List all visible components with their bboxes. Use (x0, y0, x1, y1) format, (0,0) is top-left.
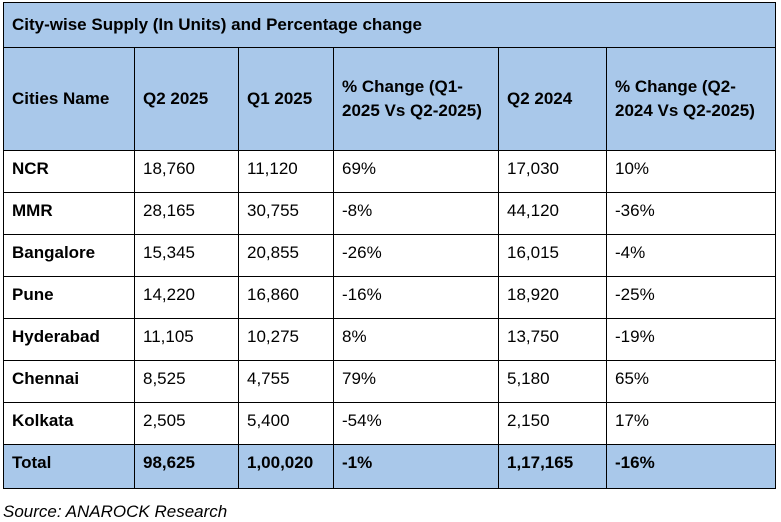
q2-2024-cell: 17,030 (498, 150, 607, 193)
source-note: Source: ANAROCK Research (3, 502, 228, 521)
table-row: Hyderabad 11,105 10,275 8% 13,750 -19% (3, 318, 777, 361)
supply-table-container: City-wise Supply (In Units) and Percenta… (2, 2, 777, 489)
change-yoy-cell: 10% (605, 150, 777, 193)
q2-2025-cell: 28,165 (134, 192, 239, 235)
total-row: Total 98,625 1,00,020 -1% 1,17,165 -16% (3, 444, 777, 489)
q1-2025-cell: 10,275 (238, 318, 334, 361)
q1-2025-cell: 5,400 (238, 402, 334, 445)
change-qoq-cell: -8% (333, 192, 499, 235)
city-cell: Chennai (3, 360, 135, 403)
header-row: Cities Name Q2 2025 Q1 2025 % Change (Q1… (3, 47, 777, 151)
total-label: Total (3, 444, 135, 489)
column-header-change-yoy: % Change (Q2-2024 Vs Q2-2025) (605, 47, 777, 151)
change-qoq-cell: -16% (333, 276, 499, 319)
q2-2024-cell: 18,920 (498, 276, 607, 319)
q1-2025-cell: 20,855 (238, 234, 334, 277)
q2-2025-cell: 18,760 (134, 150, 239, 193)
q2-2024-cell: 2,150 (498, 402, 607, 445)
q2-2025-cell: 15,345 (134, 234, 239, 277)
total-change-qoq: -1% (333, 444, 499, 489)
q2-2025-cell: 8,525 (134, 360, 239, 403)
q1-2025-cell: 4,755 (238, 360, 334, 403)
city-cell: NCR (3, 150, 135, 193)
total-q2-2024: 1,17,165 (498, 444, 607, 489)
change-qoq-cell: -26% (333, 234, 499, 277)
q1-2025-cell: 30,755 (238, 192, 334, 235)
change-yoy-cell: 65% (605, 360, 777, 403)
city-supply-table: City-wise Supply (In Units) and Percenta… (2, 2, 777, 489)
table-row: Bangalore 15,345 20,855 -26% 16,015 -4% (3, 234, 777, 277)
change-yoy-cell: -25% (605, 276, 777, 319)
q2-2025-cell: 14,220 (134, 276, 239, 319)
q2-2024-cell: 16,015 (498, 234, 607, 277)
city-cell: Bangalore (3, 234, 135, 277)
total-q1-2025: 1,00,020 (238, 444, 334, 489)
change-qoq-cell: 8% (333, 318, 499, 361)
q2-2025-cell: 2,505 (134, 402, 239, 445)
city-cell: Kolkata (3, 402, 135, 445)
column-header-q2-2024: Q2 2024 (498, 47, 607, 151)
city-cell: Hyderabad (3, 318, 135, 361)
change-yoy-cell: 17% (605, 402, 777, 445)
table-row: Chennai 8,525 4,755 79% 5,180 65% (3, 360, 777, 403)
q1-2025-cell: 11,120 (238, 150, 334, 193)
change-yoy-cell: -19% (605, 318, 777, 361)
change-yoy-cell: -4% (605, 234, 777, 277)
change-qoq-cell: 79% (333, 360, 499, 403)
q2-2024-cell: 44,120 (498, 192, 607, 235)
change-qoq-cell: -54% (333, 402, 499, 445)
table-row: MMR 28,165 30,755 -8% 44,120 -36% (3, 192, 777, 235)
q1-2025-cell: 16,860 (238, 276, 334, 319)
table-title: City-wise Supply (In Units) and Percenta… (2, 2, 777, 48)
change-yoy-cell: -36% (605, 192, 777, 235)
total-q2-2025: 98,625 (134, 444, 239, 489)
column-header-q1-2025: Q1 2025 (238, 47, 334, 151)
table-row: Kolkata 2,505 5,400 -54% 2,150 17% (3, 402, 777, 445)
q2-2024-cell: 5,180 (498, 360, 607, 403)
column-header-q2-2025: Q2 2025 (134, 47, 239, 151)
city-cell: MMR (3, 192, 135, 235)
city-cell: Pune (3, 276, 135, 319)
q2-2025-cell: 11,105 (134, 318, 239, 361)
table-row: Pune 14,220 16,860 -16% 18,920 -25% (3, 276, 777, 319)
total-change-yoy: -16% (605, 444, 777, 489)
change-qoq-cell: 69% (333, 150, 499, 193)
column-header-change-q1-q2: % Change (Q1-2025 Vs Q2-2025) (333, 47, 499, 151)
q2-2024-cell: 13,750 (498, 318, 607, 361)
column-header-cities: Cities Name (3, 47, 135, 151)
table-row: NCR 18,760 11,120 69% 17,030 10% (3, 150, 777, 193)
